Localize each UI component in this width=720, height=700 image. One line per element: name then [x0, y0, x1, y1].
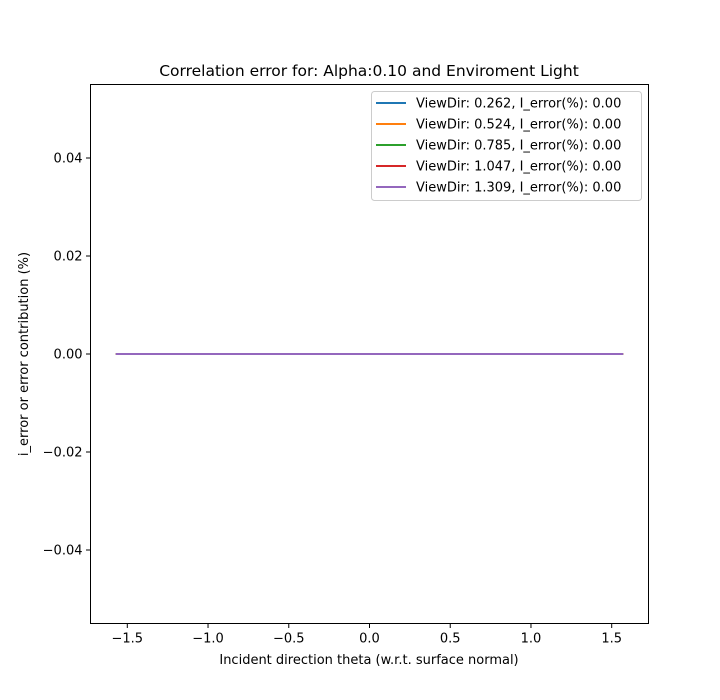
legend-frame: [371, 91, 642, 201]
x-tick-label: 0.5: [440, 632, 461, 647]
x-tick-label: −1.5: [112, 632, 144, 647]
legend-label-4: ViewDir: 1.047, I_error(%): 0.00: [416, 160, 621, 175]
legend-label-3: ViewDir: 0.785, I_error(%): 0.00: [416, 139, 621, 154]
legend-label-5: ViewDir: 1.309, I_error(%): 0.00: [416, 181, 621, 196]
y-tick-label: 0.00: [54, 348, 83, 363]
y-tick-label: 0.02: [54, 250, 83, 265]
x-tick-label: 0.0: [359, 632, 380, 647]
tick-layer: −1.5 −1.0 −0.5 0.0 0.5 1.0 1.5 0.04 0.02 0.00 −0.0…: [43, 152, 622, 647]
legend: ViewDir: 0.262, I_error(%): 0.00 ViewDir:…: [371, 91, 642, 201]
chart-title: Correlation error for: Alpha:0.10 and En…: [159, 62, 579, 80]
y-axis-label: i_error or error contribution (%): [17, 252, 32, 456]
y-tick-label: 0.04: [54, 152, 83, 167]
x-tick-label: 1.5: [601, 632, 622, 647]
x-tick-label: 1.0: [521, 632, 542, 647]
legend-label-1: ViewDir: 0.262, I_error(%): 0.00: [416, 97, 621, 112]
y-tick-label: −0.02: [43, 446, 83, 461]
legend-label-2: ViewDir: 0.524, I_error(%): 0.00: [416, 118, 621, 133]
plot-frame: [90, 84, 649, 624]
x-tick-label: −0.5: [273, 632, 305, 647]
x-tick-label: −1.0: [192, 632, 224, 647]
y-tick-label: −0.04: [43, 544, 83, 559]
x-axis-label: Incident direction theta (w.r.t. surface…: [219, 653, 518, 668]
